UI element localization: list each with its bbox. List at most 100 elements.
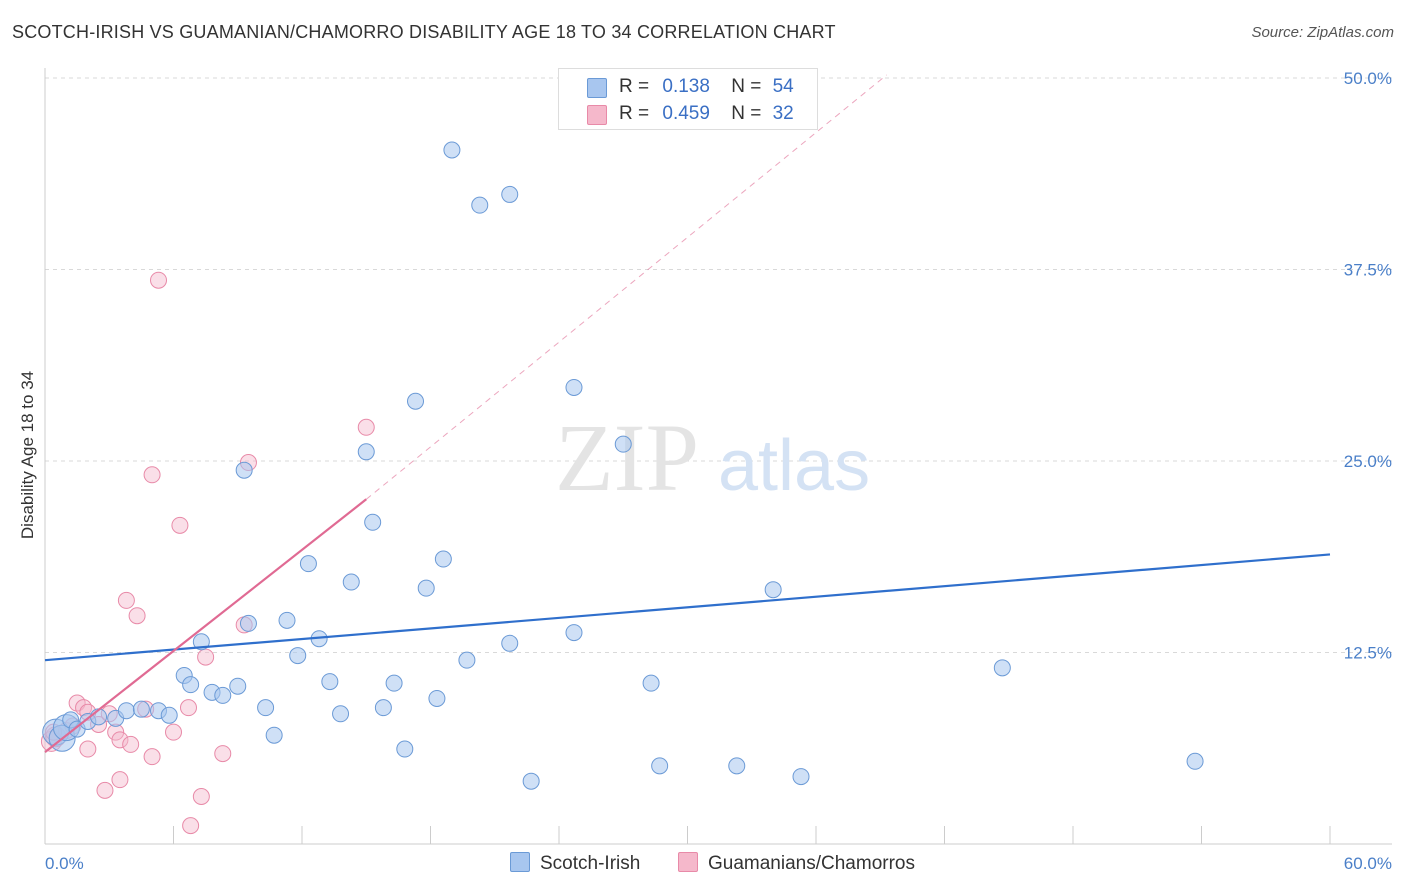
- chart-title: SCOTCH-IRISH VS GUAMANIAN/CHAMORRO DISAB…: [12, 22, 836, 42]
- scotch-irish-point: [443, 141, 461, 159]
- guamanian-point: [143, 466, 161, 484]
- legend-top: R = 0.138 N = 54 R = 0.459 N = 32: [558, 68, 818, 130]
- scotch-irish-point: [728, 757, 746, 775]
- legend-n-label: N =: [731, 76, 762, 97]
- scotch-irish-point: [651, 757, 669, 775]
- watermark-zip: ZIP: [555, 404, 699, 511]
- scotch-irish-point: [214, 686, 232, 704]
- axes-layer: [44, 68, 1392, 845]
- guamanian-point: [150, 271, 168, 289]
- scotch-irish-point: [434, 550, 452, 568]
- scotch-irish-point: [522, 772, 540, 790]
- guamanian-point: [197, 648, 215, 666]
- scotch-irish-point: [396, 740, 414, 758]
- legend-row-text: R = 0.138 N = 54: [619, 76, 794, 98]
- scotch-irish-point: [458, 651, 476, 669]
- legend-r-value: 0.459: [662, 103, 710, 124]
- scotch-irish-point: [565, 624, 583, 642]
- trend-line-scotch-irish: [44, 553, 1331, 662]
- y-axis-label: Disability Age 18 to 34: [18, 371, 37, 539]
- tick-labels: 12.5% 25.0% 37.5% 50.0% 0.0% 60.0%: [45, 69, 1392, 873]
- trend-line-guamanians-extension: [365, 74, 887, 500]
- scotch-irish-point: [265, 726, 283, 744]
- guamanian-point: [357, 418, 375, 436]
- legend-r-label: R =: [619, 76, 650, 97]
- scotch-irish-point: [471, 196, 489, 214]
- guamanian-point: [79, 740, 97, 758]
- trend-line-guamanians: [44, 498, 367, 753]
- watermark: ZIP atlas: [555, 404, 870, 511]
- legend-swatch-pink: [587, 105, 607, 125]
- guamanian-point: [111, 731, 129, 749]
- guamanian-point: [111, 771, 129, 789]
- scotch-irish-point: [321, 673, 339, 691]
- scotch-irish-point: [642, 674, 660, 692]
- scotch-irish-point: [332, 705, 350, 723]
- guamanian-point: [165, 723, 182, 741]
- scotch-irish-point: [342, 573, 360, 591]
- scotch-irish-point: [229, 677, 247, 695]
- scotch-irish-point: [565, 378, 583, 396]
- guamanian-point: [143, 748, 161, 766]
- scotch-irish-point: [278, 611, 296, 629]
- guamanian-point: [171, 516, 189, 534]
- bottom-legend-swatch-pink: [678, 852, 698, 872]
- scotch-irish-point: [132, 700, 150, 718]
- chart-source: Source: ZipAtlas.com: [1251, 24, 1394, 41]
- scotch-irish-point: [614, 435, 632, 453]
- trend-layer: [44, 74, 1331, 753]
- x-tick-label: 0.0%: [45, 854, 84, 873]
- scotch-irish-point: [364, 513, 382, 531]
- scotch-irish-point: [764, 581, 782, 599]
- series-guamanians-points: [40, 271, 375, 835]
- scotch-irish-point: [289, 647, 307, 665]
- y-tick-label: 50.0%: [1344, 69, 1392, 88]
- guamanian-point: [182, 817, 200, 835]
- legend-n-value: 32: [772, 103, 794, 124]
- scotch-irish-point: [160, 706, 178, 724]
- scotch-irish-point: [792, 768, 810, 786]
- guamanian-point: [128, 607, 146, 625]
- bottom-legend-swatch-blue: [510, 852, 530, 872]
- y-tick-label: 37.5%: [1344, 261, 1392, 280]
- bottom-legend-label: Guamanians/Chamorros: [708, 853, 915, 874]
- legend-row-text: R = 0.459 N = 32: [619, 103, 794, 125]
- scotch-irish-point: [257, 699, 275, 717]
- scotch-irish-point: [428, 689, 446, 707]
- scotch-irish-point: [501, 185, 519, 203]
- guamanian-point: [214, 745, 232, 763]
- legend-r-label: R =: [619, 103, 650, 124]
- bottom-legend-guamanians: Guamanians/Chamorros: [678, 852, 915, 876]
- legend-swatch-blue: [587, 78, 607, 98]
- scotch-irish-point: [299, 555, 317, 573]
- scotch-irish-point: [357, 443, 375, 461]
- legend-r-value: 0.138: [662, 76, 710, 97]
- scotch-irish-point: [417, 579, 435, 597]
- scotch-irish-point: [239, 614, 257, 632]
- guamanian-point: [179, 699, 197, 717]
- scotch-irish-point: [501, 634, 519, 652]
- series-scotch-irish-points: [42, 141, 1204, 790]
- scotch-irish-point: [182, 676, 200, 694]
- y-tick-label: 12.5%: [1344, 644, 1392, 663]
- scotch-irish-point: [117, 702, 135, 720]
- guamanian-point: [122, 735, 140, 753]
- guamanian-point: [96, 781, 114, 799]
- x-tick-label: 60.0%: [1344, 854, 1392, 873]
- grid-layer: [45, 77, 1392, 653]
- scotch-irish-point: [1186, 752, 1204, 770]
- guamanian-point: [117, 591, 135, 609]
- guamanian-point: [192, 788, 210, 806]
- scotch-irish-point: [235, 461, 253, 479]
- legend-n-label: N =: [731, 103, 762, 124]
- bottom-legend-label: Scotch-Irish: [540, 853, 641, 874]
- scotch-irish-point: [407, 392, 425, 410]
- scotch-irish-point: [385, 674, 403, 692]
- scotch-irish-point: [192, 633, 210, 651]
- watermark-atlas: atlas: [718, 426, 870, 506]
- scotch-irish-point: [374, 699, 392, 717]
- y-tick-label: 25.0%: [1344, 452, 1392, 471]
- bottom-legend-scotch-irish: Scotch-Irish: [510, 852, 640, 876]
- legend-n-value: 54: [772, 76, 794, 97]
